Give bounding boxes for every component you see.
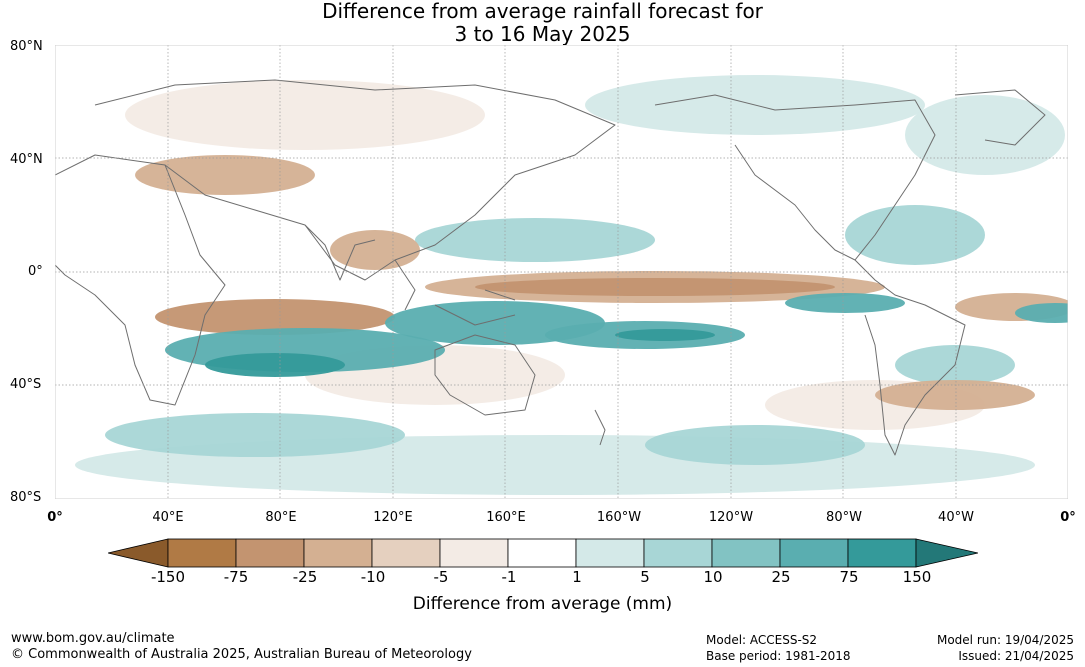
colorbar-cell — [779, 538, 849, 568]
colorbar-cell — [643, 538, 713, 568]
coastline — [434, 334, 536, 416]
coastline — [304, 224, 376, 281]
anomaly-patch — [875, 380, 1035, 410]
lat-label-80n: 80°N — [10, 39, 43, 54]
anomaly-patch — [415, 218, 655, 262]
coastline — [654, 94, 936, 261]
colorbar-cell — [235, 538, 305, 568]
lon-label-0-right: 0° — [1060, 510, 1076, 525]
coastline — [55, 154, 226, 406]
anomaly-patch — [330, 230, 420, 270]
colorbar-tick: 5 — [640, 568, 650, 586]
lat-label-40s: 40°S — [10, 377, 42, 392]
colorbar-tick: -150 — [150, 568, 186, 586]
coastline — [394, 259, 516, 326]
colorbar-arrow-dry — [108, 538, 169, 568]
lon-label-120e: 120°E — [373, 510, 413, 525]
anomaly-patch — [785, 293, 905, 313]
anomaly-patch — [1015, 303, 1068, 323]
anomaly-patch — [155, 299, 395, 335]
coastline — [94, 79, 616, 281]
colorbar-tick: -75 — [223, 568, 249, 586]
lon-label-40e: 40°E — [152, 510, 184, 525]
anomaly-patch — [125, 80, 485, 150]
colorbar-cell — [575, 538, 645, 568]
anomaly-patch — [905, 95, 1065, 175]
colorbar — [108, 538, 978, 568]
rainfall-anomaly-map — [55, 45, 1068, 499]
footer-model-run: Model run: 19/04/2025 — [936, 633, 1074, 647]
title-line-1: Difference from average rainfall forecas… — [322, 0, 763, 23]
colorbar-tick: 75 — [839, 568, 859, 586]
coastline — [854, 259, 966, 456]
chart-title: Difference from average rainfall forecas… — [0, 0, 1085, 46]
lon-label-120w: 120°W — [708, 510, 754, 525]
anomaly-patch — [105, 413, 405, 457]
footer-copyright: © Commonwealth of Australia 2025, Austra… — [11, 647, 472, 662]
colorbar-cell — [847, 538, 917, 568]
colorbar-tick: 1 — [572, 568, 582, 586]
map-coastlines — [55, 79, 1046, 456]
coastline — [954, 89, 1046, 146]
anomaly-patch — [645, 425, 865, 465]
footer-issued: Issued: 21/04/2025 — [958, 649, 1074, 663]
title-line-2: 3 to 16 May 2025 — [454, 22, 631, 46]
colorbar-tick: 150 — [902, 568, 932, 586]
lat-label-0: 0° — [28, 264, 43, 279]
lon-label-80e: 80°E — [265, 510, 297, 525]
anomaly-patch — [845, 205, 985, 265]
footer-model: Model: ACCESS-S2 — [706, 633, 818, 647]
colorbar-tick: -10 — [360, 568, 386, 586]
colorbar-cell — [303, 538, 373, 568]
colorbar-cell — [507, 538, 577, 568]
anomaly-patch — [475, 278, 835, 296]
anomaly-patch — [205, 353, 345, 377]
lon-label-80w: 80°W — [826, 510, 862, 525]
colorbar-cell — [711, 538, 781, 568]
lon-label-40w: 40°W — [938, 510, 974, 525]
coastline — [594, 409, 606, 446]
map-gridlines — [55, 45, 1068, 499]
colorbar-tick: -25 — [292, 568, 318, 586]
colorbar-tick: 25 — [771, 568, 791, 586]
colorbar-label: Difference from average (mm) — [412, 594, 673, 614]
colorbar-arrow-wet — [915, 538, 978, 568]
lon-label-160w: 160°W — [596, 510, 642, 525]
colorbar-cell — [371, 538, 441, 568]
lat-label-80s: 80°S — [10, 490, 42, 505]
anomaly-patch — [615, 329, 715, 341]
colorbar-cell — [167, 538, 237, 568]
map-anomaly-shapes — [75, 75, 1068, 495]
lat-label-40n: 40°N — [10, 152, 43, 167]
colorbar-cell — [439, 538, 509, 568]
colorbar-tick: 10 — [703, 568, 723, 586]
lon-label-160e: 160°E — [486, 510, 526, 525]
footer-base-period: Base period: 1981-2018 — [706, 649, 851, 663]
lon-label-0-left: 0° — [47, 510, 63, 525]
footer-url[interactable]: www.bom.gov.au/climate — [11, 631, 175, 646]
colorbar-tick: -5 — [433, 568, 449, 586]
colorbar-tick: -1 — [501, 568, 517, 586]
anomaly-patch — [135, 155, 315, 195]
